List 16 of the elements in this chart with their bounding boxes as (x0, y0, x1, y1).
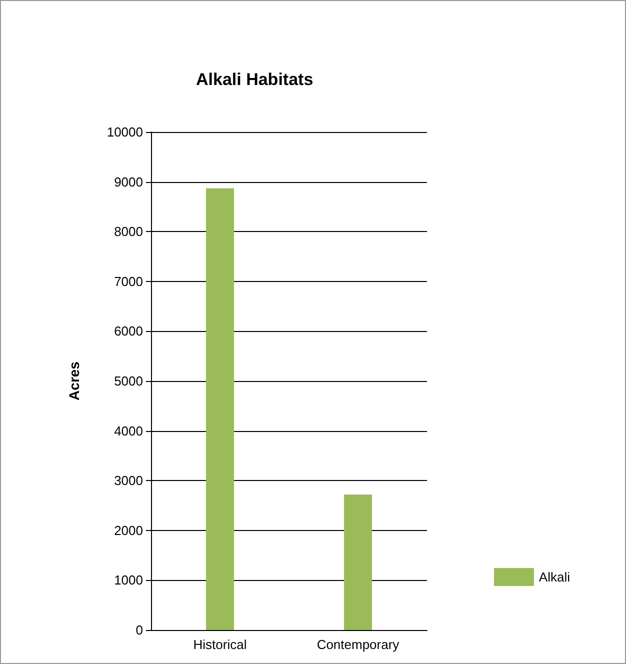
y-tick-label: 9000 (114, 174, 143, 190)
x-tick-label: Historical (193, 637, 247, 652)
y-tick-label: 2000 (114, 522, 143, 538)
y-tick-label: 0 (136, 622, 143, 638)
y-tick-label: 8000 (114, 224, 143, 240)
y-tick-label: 3000 (114, 473, 143, 488)
y-tick-label: 7000 (114, 274, 143, 289)
x-tick-label: Contemporary (316, 637, 400, 652)
y-tick-label: 6000 (114, 324, 143, 339)
chart-title: Alkali Habitats (196, 70, 314, 89)
y-axis-title: Acres (66, 361, 82, 400)
y-tick-label: 10000 (106, 124, 143, 140)
y-tick-label: 1000 (114, 572, 143, 588)
y-tick-label: 4000 (114, 423, 143, 438)
y-tick-label: 5000 (114, 374, 143, 388)
legend-label: Alkali (538, 570, 570, 584)
